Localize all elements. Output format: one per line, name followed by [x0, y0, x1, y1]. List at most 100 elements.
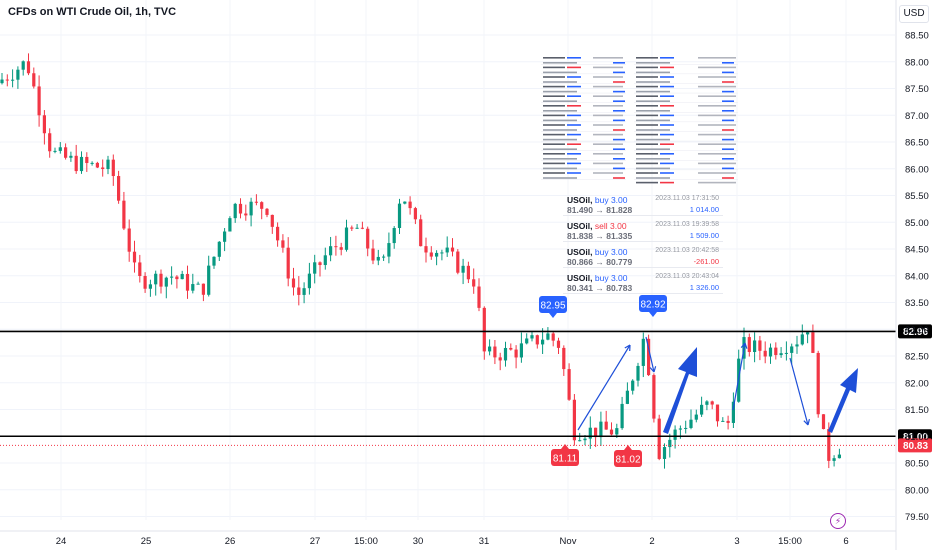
trend-arrow-line	[789, 357, 809, 426]
candle-body	[806, 332, 810, 335]
currency-button[interactable]: USD	[899, 5, 929, 23]
candle-body	[779, 353, 783, 356]
candle-body	[127, 228, 131, 252]
price-tick-label: 87.00	[905, 111, 929, 122]
candle-body	[180, 273, 184, 280]
candle-body	[625, 390, 629, 404]
time-axis: 24 25 26 27 15:00 30 31 Nov 2 3 15:00 6	[0, 530, 896, 547]
chart-title: CFDs on WTI Crude Oil, 1h, TVC	[8, 6, 176, 18]
trade-row: USOil, buy 3.00 81.490 → 81.828 2023.11.03…	[563, 193, 723, 216]
trade-close-price: 80.779	[606, 257, 633, 267]
trade-symbol-line: USOil, buy 3.00	[567, 273, 628, 283]
candle-body	[668, 439, 672, 448]
candle-body	[657, 418, 661, 459]
price-badge-label: 81.02	[615, 455, 640, 466]
candle-body	[408, 201, 412, 209]
price-badge-label: 82.92	[640, 300, 665, 311]
candle-body	[191, 284, 195, 291]
chart-grid	[0, 0, 895, 520]
trade-open-price: 81.838	[567, 231, 593, 241]
mini-trade-lines	[541, 52, 626, 182]
candle-body	[472, 279, 476, 287]
candle-body	[636, 365, 640, 381]
candle-body	[811, 332, 815, 353]
candle-body	[387, 243, 391, 257]
candle-body	[85, 156, 89, 164]
candle-body	[244, 213, 248, 216]
candle-body	[0, 79, 4, 84]
trade-pnl: -261.00	[693, 257, 719, 266]
candle-body	[175, 276, 179, 280]
price-tick-label: 82.50	[905, 352, 929, 363]
candle-body	[440, 252, 444, 254]
lightning-icon[interactable]: ⚡	[830, 513, 846, 529]
candle-body	[58, 147, 62, 151]
trade-prices: 81.838 → 81.335	[567, 231, 633, 241]
candle-body	[419, 219, 423, 247]
candle-body	[90, 162, 94, 164]
price-tick-label: 86.50	[905, 138, 929, 149]
candle-body	[615, 428, 619, 435]
candle-body	[790, 346, 794, 353]
candle-body	[609, 429, 614, 435]
trade-time: 2023.11.03 19:39:58	[655, 221, 719, 228]
candle-body	[599, 421, 603, 438]
candle-body	[413, 208, 417, 220]
candle-body	[800, 334, 804, 345]
time-tick-label: 24	[56, 536, 67, 547]
trade-open-price: 81.490	[567, 205, 593, 215]
candle-body	[355, 227, 359, 229]
candle-body	[519, 343, 523, 358]
price-tick-label: 80.00	[905, 485, 929, 496]
candle-body	[196, 283, 200, 285]
candle-body	[493, 346, 497, 358]
candle-body	[768, 347, 773, 357]
candle-body	[376, 256, 380, 261]
price-tick-label: 88.00	[905, 57, 929, 68]
candle-body	[466, 265, 470, 280]
candle-body	[382, 256, 386, 258]
candle-body	[360, 227, 364, 229]
price-badge	[614, 450, 642, 467]
price-tick-label: 85.50	[905, 191, 929, 202]
candle-body	[662, 447, 667, 459]
candle-body	[32, 73, 36, 87]
time-tick-label: 15:00	[354, 536, 378, 547]
candle-body	[721, 420, 725, 422]
trade-row: USOil, buy 3.00 80.341 → 80.783 2023.11.03…	[563, 271, 723, 294]
price-tick-label: 81.00	[905, 432, 929, 443]
candle-body	[170, 276, 174, 278]
trend-arrow-head	[803, 419, 810, 426]
candle-body	[604, 421, 608, 430]
trend-arrow-head	[740, 342, 748, 349]
candle-body	[138, 262, 142, 276]
candle-body	[403, 201, 407, 204]
candle-body	[185, 273, 190, 291]
candle-body	[774, 347, 778, 356]
trade-prices: 80.866 → 80.779	[567, 257, 633, 267]
last-price-tag	[898, 438, 932, 453]
time-tick-label: 3	[734, 536, 739, 547]
price-tick-label: 86.00	[905, 164, 929, 175]
candle-body	[249, 201, 253, 216]
candle-body	[159, 273, 163, 287]
time-tick-label: 2	[649, 536, 654, 547]
candle-body	[42, 115, 46, 134]
candle-body	[212, 256, 216, 266]
trade-time: 2023.11.03 20:43:04	[655, 273, 719, 280]
trade-action: buy 3.00	[594, 195, 628, 205]
candle-body	[323, 255, 327, 266]
candle-body	[313, 262, 317, 274]
candle-body	[371, 248, 375, 261]
candle-body	[154, 273, 158, 285]
candle-body	[503, 347, 508, 361]
trend-arrow-line	[732, 342, 746, 411]
candle-body	[64, 147, 68, 158]
trade-prices: 80.341 → 80.783	[567, 283, 633, 293]
trade-symbol: USOil,	[567, 221, 593, 231]
price-badge-label: 81.11	[553, 454, 578, 465]
trend-arrow-line	[577, 344, 631, 431]
candle-body	[710, 401, 714, 405]
candle-body	[641, 338, 645, 366]
